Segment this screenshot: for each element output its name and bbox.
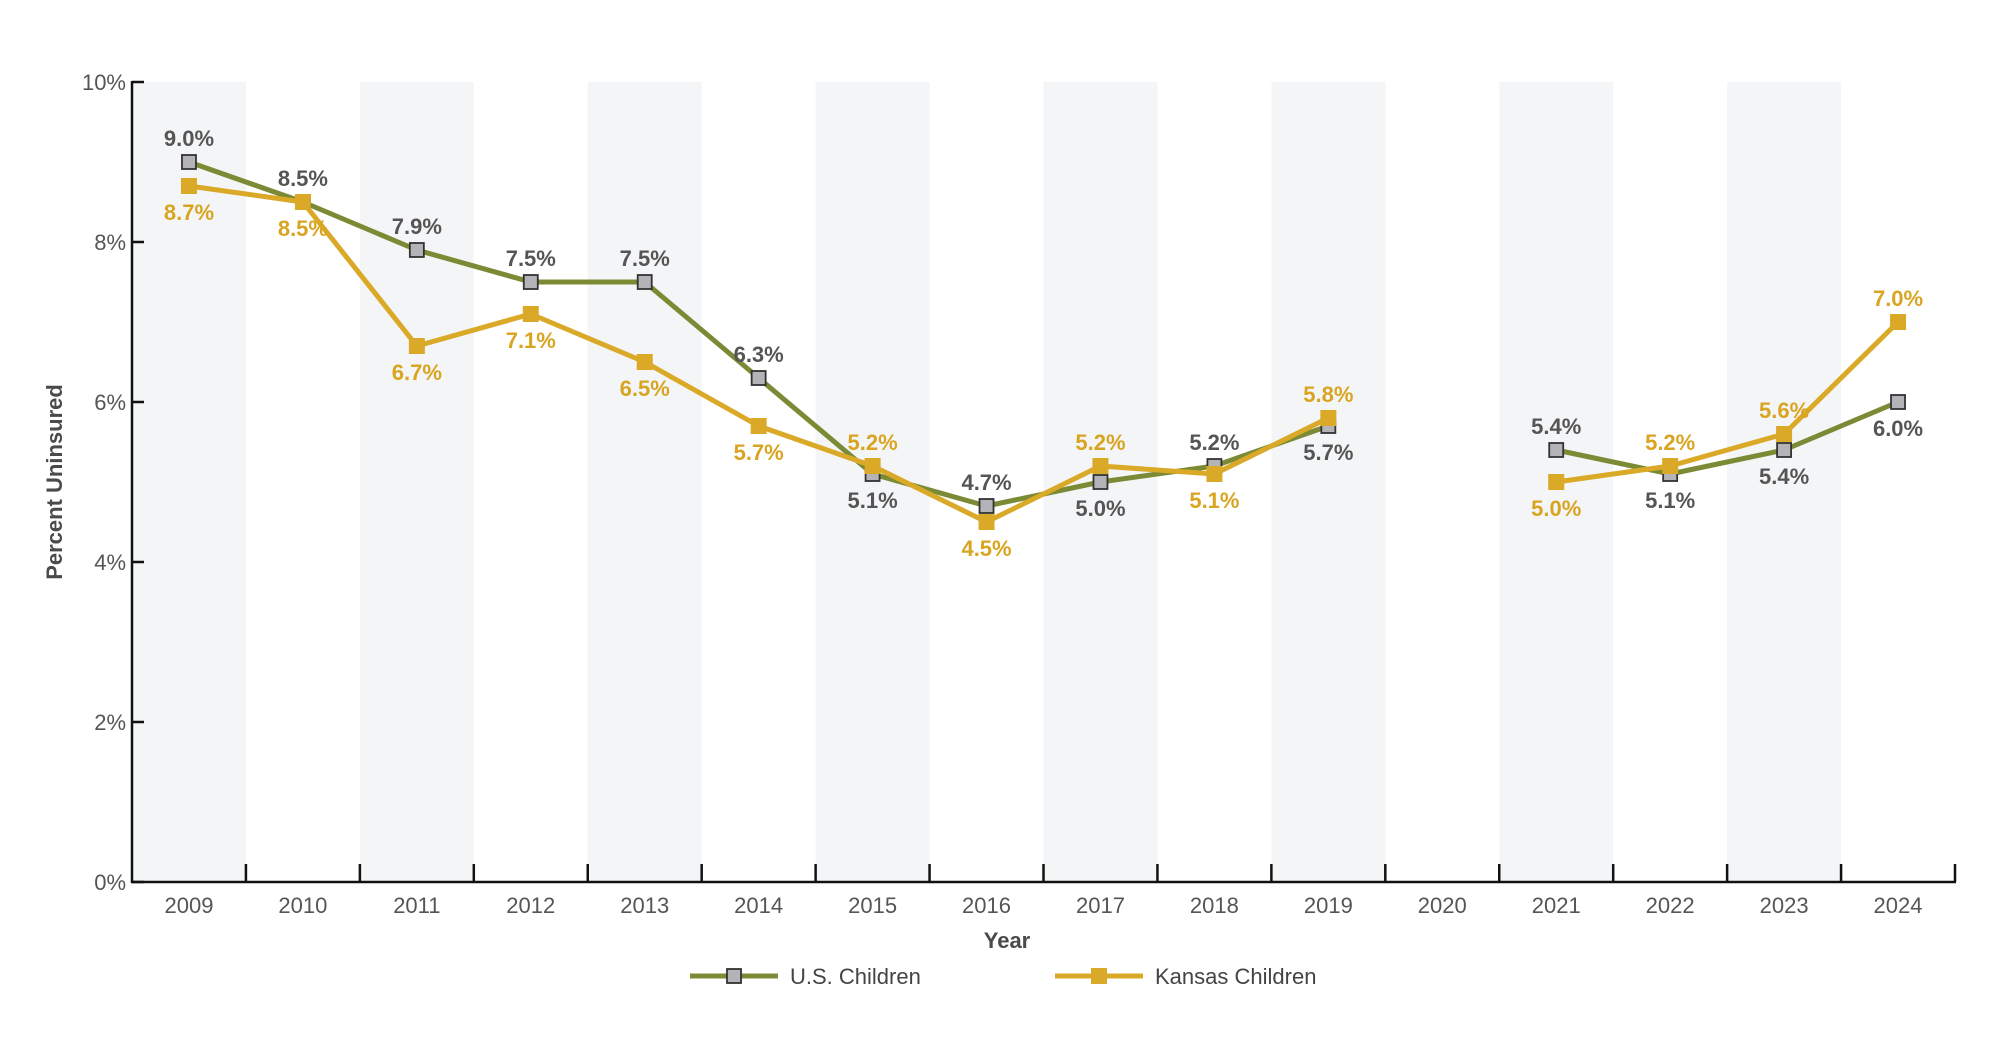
x-tick-label: 2019 <box>1304 893 1353 918</box>
data-label: 8.5% <box>278 216 328 241</box>
y-tick-label: 6% <box>94 390 126 415</box>
series-line <box>1555 320 1900 485</box>
x-tick-label: 2018 <box>1190 893 1239 918</box>
data-point-marker <box>522 306 539 322</box>
x-tick-label: 2012 <box>506 893 555 918</box>
legend: U.S. Children Kansas Children <box>690 964 1316 989</box>
x-tick-label: 2009 <box>164 893 213 918</box>
data-label: 5.4% <box>1531 414 1581 439</box>
series-line <box>1555 399 1900 477</box>
y-tick-label: 4% <box>94 550 126 575</box>
data-point-marker <box>1776 442 1792 458</box>
x-tick-label: 2017 <box>1076 893 1125 918</box>
data-label: 5.1% <box>1645 488 1695 513</box>
y-tick-label: 2% <box>94 710 126 735</box>
x-tick-label: 2016 <box>962 893 1011 918</box>
y-tick-label: 8% <box>94 230 126 255</box>
data-label: 5.0% <box>1075 496 1125 521</box>
band-2015 <box>815 82 930 882</box>
data-label: 4.5% <box>961 536 1011 561</box>
x-tick-label: 2021 <box>1532 893 1581 918</box>
data-point-marker <box>1092 474 1109 490</box>
data-label: 4.7% <box>961 470 1011 495</box>
x-tick-label: 2013 <box>620 893 669 918</box>
x-tick-label: 2022 <box>1646 893 1695 918</box>
data-label: 5.2% <box>848 430 898 455</box>
data-label: 6.5% <box>620 376 670 401</box>
legend-item: U.S. Children <box>690 964 921 989</box>
data-label: 7.5% <box>620 246 670 271</box>
band-2013 <box>587 82 702 882</box>
x-axis-ticks: 2009 2010 2011 2012 2013 2014 2015 2016 2017 2018… <box>164 864 1957 918</box>
data-point-marker <box>750 418 767 434</box>
series-group: 9.0% 8.5% 7.9% 7.5% 7.5% 6.3% 5.1% 4.7% 5.0% 5.2%… <box>164 126 1923 561</box>
data-point-marker <box>1548 474 1565 490</box>
data-point-marker <box>1662 458 1679 474</box>
data-label: 8.7% <box>164 200 214 225</box>
data-label: 7.5% <box>506 246 556 271</box>
data-label: 7.1% <box>506 328 556 353</box>
x-tick-label: 2023 <box>1760 893 1809 918</box>
data-label: 6.3% <box>734 342 784 367</box>
data-label: 5.6% <box>1759 398 1809 423</box>
band-2023 <box>1727 82 1842 882</box>
data-label: 5.2% <box>1075 430 1125 455</box>
data-point-marker <box>1776 426 1793 442</box>
data-point-marker <box>750 370 767 386</box>
data-label: 5.1% <box>848 488 898 513</box>
data-label: 5.7% <box>1303 440 1353 465</box>
data-label: 5.4% <box>1759 464 1809 489</box>
data-point-marker <box>1890 314 1907 330</box>
x-tick-label: 2020 <box>1418 893 1467 918</box>
legend-label: Kansas Children <box>1155 964 1316 989</box>
data-point-marker <box>522 274 539 290</box>
data-point-marker <box>864 458 881 474</box>
data-label: 6.7% <box>392 360 442 385</box>
y-axis-ticks: 0% 2% 4% 6% 8% 10% <box>82 70 144 895</box>
series-kansas-children: 8.7% 8.5% 6.7% 7.1% 6.5% 5.7% 5.2% 4.5% 5.2% 5.1%… <box>164 178 1923 561</box>
data-point-marker <box>1548 442 1565 458</box>
data-point-marker <box>1890 394 1906 410</box>
band-2019 <box>1271 82 1386 882</box>
data-label: 7.0% <box>1873 286 1923 311</box>
data-point-marker <box>636 274 653 290</box>
x-tick-label: 2014 <box>734 893 783 918</box>
band-2011 <box>359 82 474 882</box>
data-point-marker <box>1320 410 1337 426</box>
y-tick-label: 10% <box>82 70 126 95</box>
data-label: 6.0% <box>1873 416 1923 441</box>
data-label: 5.8% <box>1303 382 1353 407</box>
data-point-marker <box>180 178 197 194</box>
x-tick-label: 2015 <box>848 893 897 918</box>
y-tick-label: 0% <box>94 870 126 895</box>
data-point-marker <box>1092 458 1109 474</box>
data-point-marker <box>294 194 311 210</box>
x-tick-label: 2024 <box>1874 893 1923 918</box>
data-point-marker <box>408 338 425 354</box>
data-label: 7.9% <box>392 214 442 239</box>
legend-marker <box>1091 968 1107 984</box>
legend-marker <box>726 968 742 984</box>
x-tick-label: 2011 <box>393 893 440 918</box>
data-point-marker <box>1206 466 1223 482</box>
data-point-marker <box>408 242 425 258</box>
data-label: 5.2% <box>1645 430 1695 455</box>
x-tick-label: 2010 <box>278 893 327 918</box>
x-axis-title: Year <box>984 928 1031 953</box>
data-label: 5.1% <box>1189 488 1239 513</box>
data-point-marker <box>978 514 995 530</box>
data-label: 5.0% <box>1531 496 1581 521</box>
data-label: 9.0% <box>164 126 214 151</box>
data-label: 8.5% <box>278 166 328 191</box>
legend-item: Kansas Children <box>1055 964 1316 989</box>
y-axis-title: Percent Uninsured <box>42 384 67 580</box>
data-label: 5.7% <box>734 440 784 465</box>
legend-label: U.S. Children <box>790 964 921 989</box>
data-point-marker <box>636 354 653 370</box>
data-label: 5.2% <box>1189 430 1239 455</box>
data-point-marker <box>181 154 197 170</box>
data-point-marker <box>978 498 995 514</box>
band-2009 <box>132 82 246 882</box>
